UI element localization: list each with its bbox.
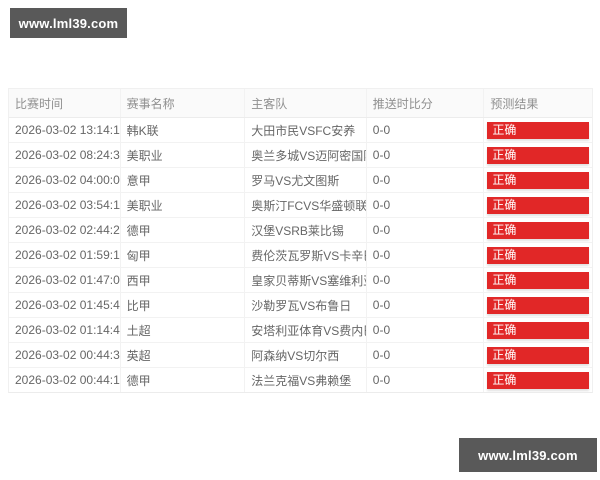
result-badge: 正确 [487, 271, 589, 289]
cell-match-time: 2026-03-02 00:44:34 [9, 343, 121, 367]
result-badge: 正确 [487, 146, 589, 164]
header-result: 预测结果 [490, 96, 539, 111]
cell-league-name: 德甲 [121, 218, 246, 242]
cell-teams: 法兰克福VS弗赖堡 [245, 368, 367, 392]
cell-result: 正确 [484, 368, 592, 392]
cell-teams: 安塔利亚体育VS费内巴切 [245, 318, 367, 342]
prediction-table: 比赛时间 赛事名称 主客队 推送时比分 预测结果 2026-03-02 13:1… [8, 88, 593, 393]
cell-result: 正确 [484, 193, 592, 217]
table-row: 2026-03-02 03:54:11 美职业 奥斯汀FCVS华盛顿联 0-0 正确 [9, 193, 592, 218]
cell-match-time: 2026-03-02 01:47:00 [9, 268, 121, 292]
cell-result: 正确 [484, 218, 592, 242]
result-badge: 正确 [487, 196, 589, 214]
cell-push-score: 0-0 [367, 193, 485, 217]
header-teams: 主客队 [245, 89, 367, 117]
cell-push-score: 0-0 [367, 118, 485, 142]
table-row: 2026-03-02 01:14:41土超安塔利亚体育VS费内巴切0-0正确 [9, 318, 592, 343]
table-row: 2026-03-02 01:45:48 比甲 沙勒罗瓦VS布鲁日 0-0 正确 [9, 293, 592, 318]
table-row: 2026-03-02 00:44:13 德甲 法兰克福VS弗赖堡 0-0 正确 [9, 368, 592, 392]
cell-match-time: 2026-03-02 03:54:11 [9, 193, 121, 217]
cell-teams: 阿森纳VS切尔西 [245, 343, 367, 367]
result-badge: 正确 [487, 321, 589, 339]
cell-league-name: 德甲 [121, 368, 246, 392]
table-row: 2026-03-02 02:44:20 德甲 汉堡VSRB莱比锡 0-0 正确 [9, 218, 592, 243]
cell-result: 正确 [484, 143, 592, 167]
result-badge: 正确 [487, 246, 589, 264]
cell-league-name: 英超 [121, 343, 246, 367]
cell-teams: 奥兰多城VS迈阿密国际 [245, 143, 367, 167]
watermark-bottom: www.lml39.com [459, 438, 597, 472]
table-row: 2026-03-02 00:44:34 英超 阿森纳VS切尔西 0-0 正确 [9, 343, 592, 368]
watermark-top: www.lml39.com [10, 8, 127, 38]
cell-match-time: 2026-03-02 01:59:14 [9, 243, 121, 267]
result-badge: 正确 [487, 221, 589, 239]
cell-push-score: 0-0 [367, 318, 485, 342]
cell-match-time: 2026-03-02 13:14:12 [9, 118, 121, 142]
result-badge: 正确 [487, 371, 589, 389]
cell-result: 正确 [484, 268, 592, 292]
header-league-name: 赛事名称 [121, 89, 246, 117]
table-row: 2026-03-02 13:14:12 韩K联 大田市民VSFC安养 0-0 正确 [9, 118, 592, 143]
cell-push-score: 0-0 [367, 368, 485, 392]
result-badge: 正确 [487, 346, 589, 364]
result-badge: 正确 [487, 171, 589, 189]
cell-result: 正确 [484, 118, 592, 142]
cell-push-score: 0-0 [367, 268, 485, 292]
table-header: 比赛时间 赛事名称 主客队 推送时比分 预测结果 [9, 89, 592, 118]
cell-result: 正确 [484, 243, 592, 267]
cell-match-time: 2026-03-02 04:00:07 [9, 168, 121, 192]
cell-push-score: 0-0 [367, 343, 485, 367]
cell-teams: 罗马VS尤文图斯 [245, 168, 367, 192]
cell-teams: 费伦茨瓦罗斯VS卡辛巴... [245, 243, 367, 267]
table-body: 2026-03-02 13:14:12 韩K联 大田市民VSFC安养 0-0 正确 202… [9, 118, 592, 392]
header-push-score: 推送时比分 [367, 89, 485, 117]
cell-teams: 沙勒罗瓦VS布鲁日 [245, 293, 367, 317]
cell-league-name: 土超 [121, 318, 246, 342]
cell-teams: 奥斯汀FCVS华盛顿联 [245, 193, 367, 217]
cell-league-name: 比甲 [121, 293, 246, 317]
header-match-time: 比赛时间 [9, 89, 121, 117]
cell-result: 正确 [484, 293, 592, 317]
cell-match-time: 2026-03-02 02:44:20 [9, 218, 121, 242]
cell-push-score: 0-0 [367, 143, 485, 167]
cell-push-score: 0-0 [367, 293, 485, 317]
cell-match-time: 2026-03-02 01:14:41 [9, 318, 121, 342]
cell-teams: 汉堡VSRB莱比锡 [245, 218, 367, 242]
cell-league-name: 韩K联 [121, 118, 246, 142]
cell-league-name: 美职业 [121, 193, 246, 217]
cell-teams: 大田市民VSFC安养 [245, 118, 367, 142]
result-badge: 正确 [487, 121, 589, 139]
cell-push-score: 0-0 [367, 168, 485, 192]
cell-result: 正确 [484, 168, 592, 192]
cell-league-name: 意甲 [121, 168, 246, 192]
cell-result: 正确 [484, 343, 592, 367]
table-row: 2026-03-02 08:24:33 美职业 奥兰多城VS迈阿密国际 0-0 正确 [9, 143, 592, 168]
cell-push-score: 0-0 [367, 218, 485, 242]
table-row: 2026-03-02 04:00:07 意甲 罗马VS尤文图斯 0-0 正确 [9, 168, 592, 193]
cell-league-name: 匈甲 [121, 243, 246, 267]
cell-result: 正确 [484, 318, 592, 342]
table-row: 2026-03-02 01:59:14匈甲费伦茨瓦罗斯VS卡辛巴...0-0正确 [9, 243, 592, 268]
result-badge: 正确 [487, 296, 589, 314]
cell-match-time: 2026-03-02 01:45:48 [9, 293, 121, 317]
table-row: 2026-03-02 01:47:00 西甲 皇家贝蒂斯VS塞维利亚 0-0 正确 [9, 268, 592, 293]
cell-match-time: 2026-03-02 08:24:33 [9, 143, 121, 167]
cell-match-time: 2026-03-02 00:44:13 [9, 368, 121, 392]
cell-push-score: 0-0 [367, 243, 485, 267]
table-header-row: 比赛时间 赛事名称 主客队 推送时比分 预测结果 [9, 89, 592, 118]
cell-teams: 皇家贝蒂斯VS塞维利亚 [245, 268, 367, 292]
cell-league-name: 西甲 [121, 268, 246, 292]
cell-league-name: 美职业 [121, 143, 246, 167]
